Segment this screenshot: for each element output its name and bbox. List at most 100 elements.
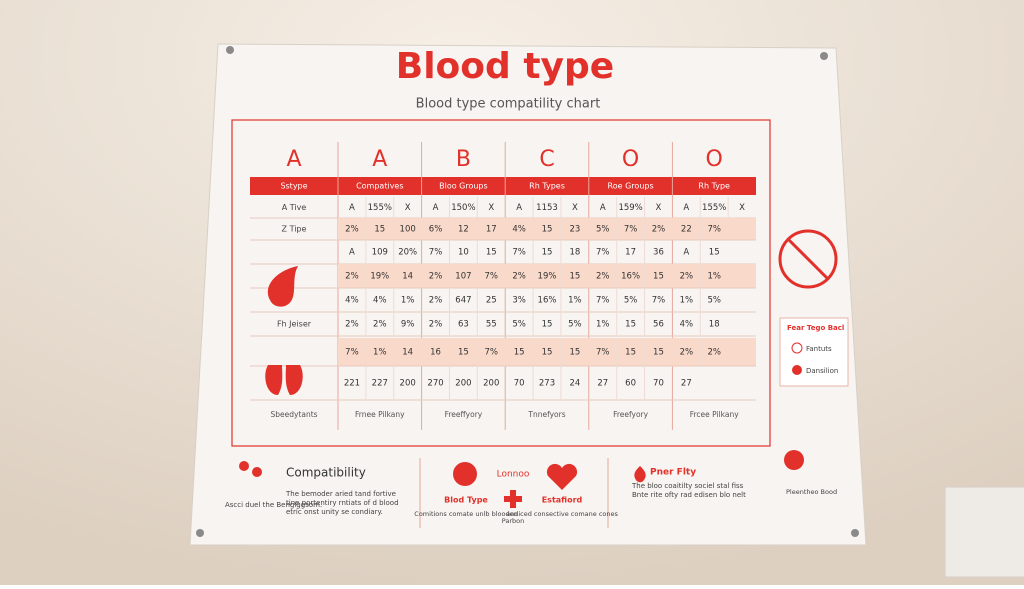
cell: 18 bbox=[569, 248, 580, 258]
section-text: The bemoder aried tand fortive tine port… bbox=[286, 490, 399, 516]
cell: 1% bbox=[680, 296, 694, 306]
item-text: andiced consective comane cones bbox=[506, 510, 618, 518]
cell: 16% bbox=[621, 272, 640, 282]
row-label: A Tive bbox=[282, 203, 307, 212]
cell: 5% bbox=[512, 320, 526, 330]
bar-label: Sstype bbox=[280, 182, 307, 191]
cross-icon bbox=[504, 490, 522, 508]
section-title: Pner Flty bbox=[650, 468, 696, 478]
cell: 70 bbox=[514, 379, 525, 389]
cell: 7% bbox=[596, 296, 610, 306]
poster bbox=[189, 43, 867, 546]
cell: 2% bbox=[345, 225, 359, 235]
cell: 227 bbox=[372, 379, 388, 389]
cell: 15 bbox=[458, 348, 469, 358]
cell: 647 bbox=[455, 296, 471, 306]
cell: 200 bbox=[400, 379, 416, 389]
cell: 4% bbox=[680, 320, 694, 330]
section-text: The bloo coaitilty sociel stal fiss Bnte… bbox=[632, 482, 746, 499]
cell: 3% bbox=[512, 296, 526, 306]
cell: 16% bbox=[538, 296, 557, 306]
item-label: Blod Type bbox=[444, 496, 488, 505]
apple-icon bbox=[453, 462, 477, 486]
column-header: A bbox=[286, 147, 301, 172]
column-header: C bbox=[539, 147, 554, 172]
dot bbox=[252, 467, 262, 477]
footer-label: Frnee Pilkany bbox=[355, 410, 405, 419]
cell: 2% bbox=[652, 225, 666, 235]
cell: 7% bbox=[485, 348, 499, 358]
subtitle: Blood type compatility chart bbox=[416, 97, 601, 112]
cell: 15 bbox=[653, 272, 664, 282]
cell: 107 bbox=[455, 272, 471, 282]
drop-icon bbox=[634, 466, 646, 483]
bar-label: Roe Groups bbox=[608, 182, 654, 191]
row-shade bbox=[338, 218, 756, 240]
cell: 1% bbox=[707, 272, 721, 282]
cell: 2% bbox=[345, 320, 359, 330]
column-header: B bbox=[456, 147, 471, 172]
cell: 7% bbox=[429, 248, 443, 258]
cell: 2% bbox=[707, 348, 721, 358]
cell: 15 bbox=[709, 248, 720, 258]
cell: 12 bbox=[458, 225, 469, 235]
cell: 25 bbox=[486, 296, 497, 306]
cell: 1% bbox=[373, 348, 387, 358]
cell: 2% bbox=[596, 272, 610, 282]
cell: 19% bbox=[370, 272, 389, 282]
footer-label: Freefyory bbox=[613, 410, 649, 419]
column-header: O bbox=[622, 147, 639, 172]
cell: 4% bbox=[345, 296, 359, 306]
cell: 70 bbox=[653, 379, 664, 389]
section-title: Compatibility bbox=[286, 466, 366, 480]
row-label: Z Tipe bbox=[282, 225, 307, 234]
cell: 5% bbox=[707, 296, 721, 306]
cell: 2% bbox=[373, 320, 387, 330]
cell: A bbox=[433, 203, 439, 213]
column-header: A bbox=[372, 147, 387, 172]
footer-label: Sbeedytants bbox=[270, 410, 317, 419]
cell: 273 bbox=[539, 379, 555, 389]
cell: A bbox=[683, 203, 689, 213]
cell: 15 bbox=[569, 272, 580, 282]
title: Blood type bbox=[396, 46, 614, 87]
row-shade bbox=[338, 338, 756, 366]
cell: 14 bbox=[402, 272, 413, 282]
cell: 109 bbox=[372, 248, 388, 258]
cell: 2% bbox=[345, 272, 359, 282]
cell: 19% bbox=[538, 272, 557, 282]
no-symbol bbox=[778, 229, 838, 289]
cell: 15 bbox=[542, 225, 553, 235]
screws bbox=[196, 46, 859, 537]
cell: 155% bbox=[368, 203, 392, 213]
drop-icon bbox=[267, 266, 298, 307]
cell: A bbox=[600, 203, 606, 213]
cell: 1% bbox=[401, 296, 415, 306]
section-text-box: The bemoder aried tand fortive tine port… bbox=[286, 490, 399, 516]
cell: 7% bbox=[485, 272, 499, 282]
cell: 7% bbox=[624, 225, 638, 235]
cell: 5% bbox=[624, 296, 638, 306]
cell: 1% bbox=[596, 320, 610, 330]
cell: 27 bbox=[681, 379, 692, 389]
item-text: Comitions comate unlb blooden bbox=[414, 510, 517, 518]
cell: 15 bbox=[653, 348, 664, 358]
cell: 7% bbox=[596, 348, 610, 358]
cell: 16 bbox=[430, 348, 441, 358]
side-card bbox=[944, 486, 1024, 578]
cell: 10 bbox=[458, 248, 469, 258]
cell: 7% bbox=[707, 225, 721, 235]
cell: 20% bbox=[398, 248, 417, 258]
section-text-box: The bloo coaitilty sociel stal fiss Bnte… bbox=[632, 482, 746, 499]
cell: 2% bbox=[429, 272, 443, 282]
cell: 200 bbox=[483, 379, 499, 389]
cell: 63 bbox=[458, 320, 469, 330]
cell: 6% bbox=[429, 225, 443, 235]
cell: A bbox=[683, 248, 689, 258]
cell: 5% bbox=[596, 225, 610, 235]
footer-label: Tnnefyors bbox=[527, 410, 565, 419]
table-frame bbox=[231, 119, 771, 447]
cell: 4% bbox=[512, 225, 526, 235]
dot bbox=[239, 461, 249, 471]
cell: 2% bbox=[429, 296, 443, 306]
